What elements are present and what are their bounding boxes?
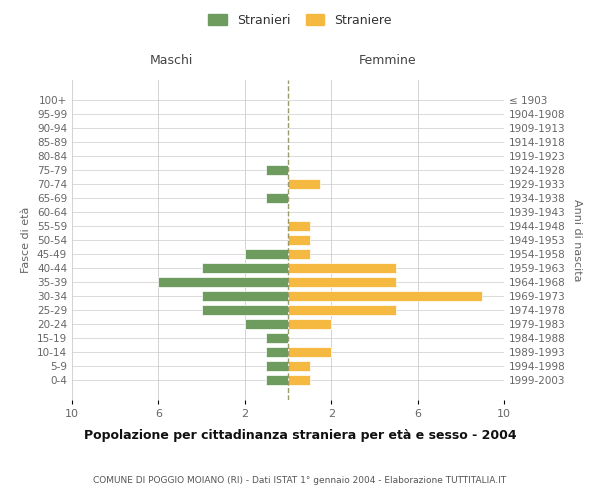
Bar bbox=[202, 305, 288, 316]
Bar bbox=[266, 164, 288, 175]
Bar bbox=[288, 319, 331, 330]
Bar bbox=[266, 192, 288, 203]
Bar bbox=[266, 347, 288, 358]
Text: Femmine: Femmine bbox=[359, 54, 416, 67]
Bar bbox=[288, 234, 310, 246]
Bar bbox=[245, 319, 288, 330]
Bar bbox=[266, 375, 288, 386]
Bar bbox=[288, 347, 331, 358]
Bar bbox=[245, 249, 288, 260]
Text: COMUNE DI POGGIO MOIANO (RI) - Dati ISTAT 1° gennaio 2004 - Elaborazione TUTTITA: COMUNE DI POGGIO MOIANO (RI) - Dati ISTA… bbox=[94, 476, 506, 485]
Bar bbox=[288, 375, 310, 386]
Bar bbox=[158, 277, 288, 287]
Bar bbox=[288, 220, 310, 231]
Bar bbox=[202, 291, 288, 302]
Y-axis label: Anni di nascita: Anni di nascita bbox=[572, 198, 582, 281]
Bar bbox=[288, 249, 310, 260]
Bar bbox=[288, 305, 396, 316]
Bar bbox=[288, 178, 320, 189]
Bar bbox=[266, 361, 288, 372]
Text: Maschi: Maschi bbox=[149, 54, 193, 67]
Bar bbox=[288, 277, 396, 287]
Bar bbox=[288, 291, 482, 302]
Bar bbox=[288, 361, 310, 372]
Text: Popolazione per cittadinanza straniera per età e sesso - 2004: Popolazione per cittadinanza straniera p… bbox=[83, 430, 517, 442]
Bar bbox=[288, 263, 396, 274]
Y-axis label: Fasce di età: Fasce di età bbox=[22, 207, 31, 273]
Bar bbox=[266, 333, 288, 344]
Legend: Stranieri, Straniere: Stranieri, Straniere bbox=[206, 11, 394, 29]
Bar bbox=[202, 263, 288, 274]
